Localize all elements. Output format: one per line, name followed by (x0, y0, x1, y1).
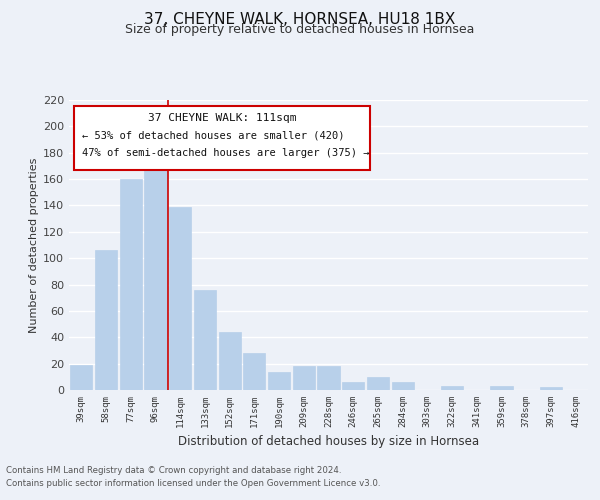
Text: Size of property relative to detached houses in Hornsea: Size of property relative to detached ho… (125, 24, 475, 36)
Text: ← 53% of detached houses are smaller (420): ← 53% of detached houses are smaller (42… (82, 130, 344, 140)
Text: Contains public sector information licensed under the Open Government Licence v3: Contains public sector information licen… (6, 479, 380, 488)
Text: Contains HM Land Registry data © Crown copyright and database right 2024.: Contains HM Land Registry data © Crown c… (6, 466, 341, 475)
Bar (392, 382, 414, 390)
Bar (95, 250, 117, 390)
Bar (268, 372, 290, 390)
Text: 37, CHEYNE WALK, HORNSEA, HU18 1BX: 37, CHEYNE WALK, HORNSEA, HU18 1BX (145, 12, 455, 28)
Bar (169, 207, 191, 390)
Bar (540, 388, 562, 390)
Bar (441, 386, 463, 390)
Text: 37 CHEYNE WALK: 111sqm: 37 CHEYNE WALK: 111sqm (148, 113, 296, 123)
X-axis label: Distribution of detached houses by size in Hornsea: Distribution of detached houses by size … (178, 436, 479, 448)
Bar (119, 179, 142, 390)
Bar (145, 160, 167, 390)
Y-axis label: Number of detached properties: Number of detached properties (29, 158, 39, 332)
Bar (367, 377, 389, 390)
Bar (243, 353, 265, 390)
Bar (317, 366, 340, 390)
Bar (342, 382, 364, 390)
Bar (218, 332, 241, 390)
Bar (490, 386, 512, 390)
Bar (70, 365, 92, 390)
FancyBboxPatch shape (74, 106, 370, 170)
Bar (194, 290, 216, 390)
Text: 47% of semi-detached houses are larger (375) →: 47% of semi-detached houses are larger (… (82, 148, 370, 158)
Bar (293, 366, 315, 390)
